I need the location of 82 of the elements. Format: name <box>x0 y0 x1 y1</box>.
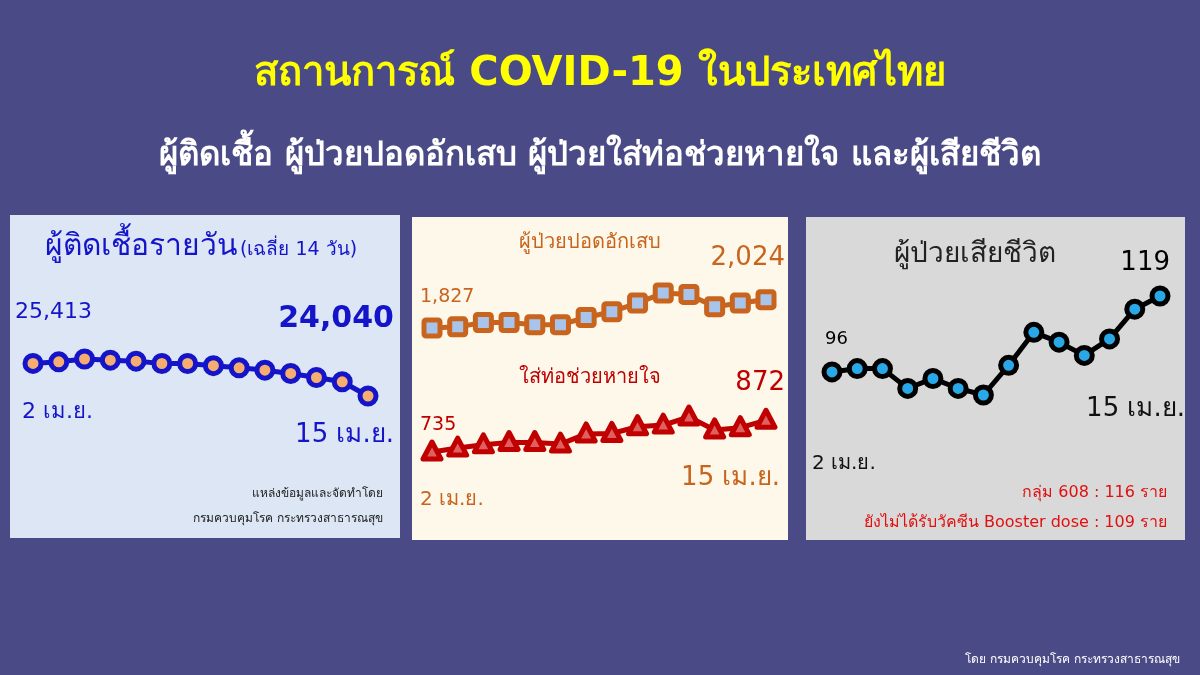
text: 2 เม.ย. <box>812 450 876 474</box>
point <box>254 359 276 381</box>
text: โดย กรมควบคุมโรค กระทรวงสาธารณสุข <box>965 652 1180 667</box>
point <box>420 439 444 462</box>
point <box>524 314 546 336</box>
text: 15 เม.ย. <box>295 418 394 448</box>
point <box>202 355 224 377</box>
data-label: 1,827 <box>420 284 475 306</box>
point <box>575 306 597 328</box>
point <box>897 377 919 399</box>
point <box>357 385 379 407</box>
point <box>729 292 751 314</box>
point <box>523 430 547 452</box>
point <box>947 377 969 399</box>
text: ผู้ติดเชื้อ ผู้ป่วยปอดอักเสบ ผู้ป่วยใส่ท่อช่วยหายใจ และผู้เสียชีวิต <box>159 129 1041 175</box>
point <box>151 353 173 375</box>
point <box>471 432 495 455</box>
point <box>280 362 302 384</box>
point <box>421 317 443 339</box>
point <box>305 367 327 388</box>
point <box>651 412 675 435</box>
text: 15 เม.ย. <box>681 461 780 491</box>
point <box>74 348 96 370</box>
point <box>1099 328 1121 350</box>
point <box>846 358 868 380</box>
point <box>677 404 701 427</box>
point <box>703 417 727 440</box>
point <box>652 282 674 304</box>
data-label: 25,413 <box>15 298 92 323</box>
point <box>22 352 44 374</box>
point <box>125 350 147 372</box>
text: กรมควบคุมโรค กระทรวงสาธารณสุข <box>193 511 383 526</box>
point <box>1048 331 1070 353</box>
point <box>627 292 649 314</box>
text: สถานการณ์ COVID-19 ในประเทศไทย <box>254 48 946 94</box>
point <box>678 283 700 305</box>
series-label: ใส่ท่อช่วยหายใจ <box>519 364 661 388</box>
point <box>48 351 70 373</box>
point <box>755 289 777 311</box>
point <box>1149 285 1171 307</box>
point <box>548 431 572 454</box>
point <box>497 430 521 452</box>
point <box>1073 344 1095 366</box>
data-label: 2,024 <box>710 241 785 271</box>
point <box>754 407 778 430</box>
point <box>626 414 650 437</box>
point <box>99 349 121 371</box>
series-label: ผู้ป่วยปอดอักเสบ <box>519 229 661 254</box>
text: 2 เม.ย. <box>22 398 93 423</box>
data-label: 119 <box>1120 246 1170 276</box>
point <box>228 357 250 379</box>
point <box>922 368 944 389</box>
text: กลุ่ม 608 : 116 ราย <box>1022 482 1167 502</box>
chart-title: ผู้ป่วยเสียชีวิต <box>894 236 1056 270</box>
point <box>728 415 752 438</box>
data-label: 872 <box>735 366 785 396</box>
point <box>177 353 199 375</box>
point <box>972 384 994 406</box>
data-label: 96 <box>825 327 848 348</box>
data-label: 24,040 <box>278 299 394 334</box>
point <box>1023 321 1045 343</box>
text: แหล่งข้อมูลและจัดทำโดย <box>252 486 383 501</box>
point <box>472 312 494 334</box>
chart-title: ผู้ติดเชื้อรายวัน <box>45 223 238 263</box>
point <box>447 316 469 338</box>
point <box>821 361 843 383</box>
annotation: 15 เม.ย. <box>1086 392 1185 422</box>
point <box>498 312 520 334</box>
point <box>549 314 571 336</box>
text: 2 เม.ย. <box>420 486 484 510</box>
point <box>871 358 893 380</box>
data-label: 735 <box>420 412 457 434</box>
point <box>704 296 726 318</box>
point <box>331 371 353 393</box>
chart-subtitle: (เฉลี่ย 14 วัน) <box>240 235 358 259</box>
point <box>998 354 1020 376</box>
point <box>1124 298 1146 320</box>
point <box>601 301 623 323</box>
point <box>446 435 470 458</box>
text: ยังไม่ได้รับวัคซีน Booster dose : 109 ราย <box>863 512 1167 531</box>
point <box>600 420 624 443</box>
point <box>574 421 598 444</box>
